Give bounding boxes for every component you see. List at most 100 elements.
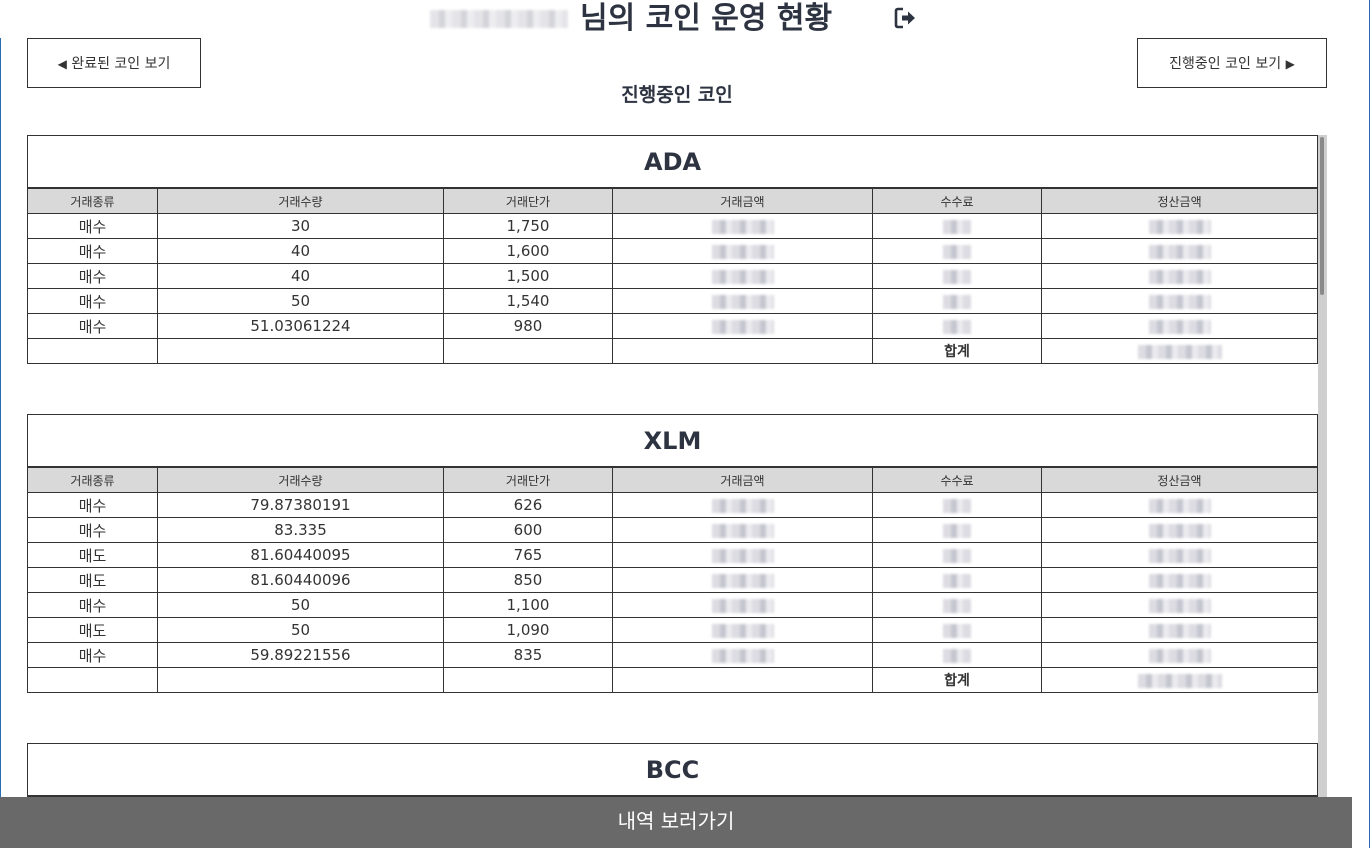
masked-value bbox=[943, 573, 971, 588]
masked-value bbox=[711, 573, 774, 588]
trade-fee bbox=[872, 288, 1042, 314]
empty-cell bbox=[612, 338, 873, 364]
trade-settlement bbox=[1040, 238, 1319, 264]
trade-amount bbox=[612, 517, 873, 543]
column-header: 거래단가 bbox=[443, 466, 613, 493]
masked-value bbox=[711, 548, 774, 563]
view-completed-coins-label: 완료된 코인 보기 bbox=[71, 56, 171, 72]
trade-amount bbox=[612, 313, 873, 339]
masked-value bbox=[1148, 573, 1211, 588]
column-header: 수수료 bbox=[872, 466, 1042, 493]
trade-row: 매수 50 1,540 bbox=[27, 288, 1319, 314]
total-row: 합계 bbox=[27, 667, 1319, 693]
masked-value bbox=[711, 498, 774, 513]
view-ongoing-coins-label: 진행중인 코인 보기 bbox=[1169, 56, 1282, 72]
coin-block: ADA 거래종류 거래수량 거래단가 거래금액 수수료 정산금액 매수 30 1,750 매수 40 1… bbox=[27, 135, 1327, 364]
trade-row: 매도 81.60440095 765 bbox=[27, 542, 1319, 568]
view-ongoing-coins-button[interactable]: 진행중인 코인 보기 ▶ bbox=[1137, 38, 1327, 88]
trade-row: 매도 50 1,090 bbox=[27, 617, 1319, 643]
column-header: 거래종류 bbox=[27, 187, 158, 214]
trade-settlement bbox=[1040, 542, 1319, 568]
trade-row: 매수 50 1,100 bbox=[27, 592, 1319, 618]
trade-price: 980 bbox=[443, 313, 613, 339]
trade-amount bbox=[612, 263, 873, 289]
trade-qty: 81.60440095 bbox=[157, 542, 444, 568]
trade-qty: 59.89221556 bbox=[157, 642, 444, 668]
trade-settlement bbox=[1040, 617, 1319, 643]
trade-fee bbox=[872, 617, 1042, 643]
trade-row: 매수 30 1,750 bbox=[27, 213, 1319, 239]
trade-price: 835 bbox=[443, 642, 613, 668]
trade-settlement bbox=[1040, 567, 1319, 593]
trade-settlement bbox=[1040, 288, 1319, 314]
empty-cell bbox=[27, 338, 158, 364]
total-value bbox=[1040, 667, 1319, 693]
trade-fee bbox=[872, 263, 1042, 289]
trade-type: 매수 bbox=[27, 288, 158, 314]
trade-qty: 40 bbox=[157, 238, 444, 264]
masked-value bbox=[1148, 269, 1211, 284]
coin-block: BCC거래종류거래수량거래단가거래금액수수료정산금액 bbox=[27, 743, 1327, 797]
trade-qty: 50 bbox=[157, 288, 444, 314]
window-left-border bbox=[0, 38, 1, 848]
masked-value bbox=[1148, 219, 1211, 234]
masked-value bbox=[943, 244, 971, 259]
trade-fee bbox=[872, 492, 1042, 518]
masked-value bbox=[1148, 598, 1211, 613]
trade-settlement bbox=[1040, 263, 1319, 289]
trade-row: 매도 81.60440096 850 bbox=[27, 567, 1319, 593]
trade-settlement bbox=[1040, 313, 1319, 339]
column-header: 거래종류 bbox=[27, 466, 158, 493]
trade-type: 매수 bbox=[27, 213, 158, 239]
empty-cell bbox=[443, 667, 613, 693]
masked-value bbox=[943, 498, 971, 513]
column-header: 거래수량 bbox=[157, 466, 444, 493]
trade-price: 1,090 bbox=[443, 617, 613, 643]
coin-name: XLM bbox=[27, 414, 1319, 468]
trade-type: 매수 bbox=[27, 238, 158, 264]
column-header: 거래수량 bbox=[157, 187, 444, 214]
trade-price: 1,100 bbox=[443, 592, 613, 618]
trade-amount bbox=[612, 288, 873, 314]
column-header: 정산금액 bbox=[1040, 187, 1319, 214]
trade-qty: 51.03061224 bbox=[157, 313, 444, 339]
trade-row: 매수 51.03061224 980 bbox=[27, 313, 1319, 339]
view-completed-coins-button[interactable]: ◀ 완료된 코인 보기 bbox=[27, 38, 201, 88]
trade-price: 850 bbox=[443, 567, 613, 593]
trade-amount bbox=[612, 213, 873, 239]
masked-value bbox=[1148, 498, 1211, 513]
coin-table: ADA 거래종류 거래수량 거래단가 거래금액 수수료 정산금액 매수 30 1,750 매수 40 1… bbox=[27, 135, 1319, 364]
trade-qty: 40 bbox=[157, 263, 444, 289]
trade-row: 매수 40 1,500 bbox=[27, 263, 1319, 289]
trade-amount bbox=[612, 238, 873, 264]
masked-value bbox=[943, 623, 971, 638]
column-header: 정산금액 bbox=[1040, 466, 1319, 493]
scrollbar[interactable] bbox=[1318, 135, 1327, 797]
column-header: 거래단가 bbox=[443, 187, 613, 214]
trade-fee bbox=[872, 313, 1042, 339]
trade-row: 매수 79.87380191 626 bbox=[27, 492, 1319, 518]
coin-name: ADA bbox=[27, 135, 1319, 189]
sign-out-icon[interactable] bbox=[894, 6, 918, 30]
trade-fee bbox=[872, 238, 1042, 264]
trade-price: 600 bbox=[443, 517, 613, 543]
masked-value bbox=[943, 523, 971, 538]
coin-name: BCC bbox=[27, 743, 1318, 797]
trade-type: 매수 bbox=[27, 313, 158, 339]
trade-row: 매수 59.89221556 835 bbox=[27, 642, 1319, 668]
trade-qty: 50 bbox=[157, 617, 444, 643]
trade-settlement bbox=[1040, 492, 1319, 518]
coin-list[interactable]: ADA 거래종류 거래수량 거래단가 거래금액 수수료 정산금액 매수 30 1,750 매수 40 1… bbox=[27, 135, 1327, 797]
trade-type: 매수 bbox=[27, 592, 158, 618]
trade-type: 매수 bbox=[27, 492, 158, 518]
empty-cell bbox=[443, 338, 613, 364]
trade-qty: 79.87380191 bbox=[157, 492, 444, 518]
trade-amount bbox=[612, 617, 873, 643]
trade-amount bbox=[612, 567, 873, 593]
column-header: 거래금액 bbox=[612, 187, 873, 214]
view-history-button[interactable]: 내역 보러가기 bbox=[0, 797, 1352, 848]
page-title: 님의 코인 운영 현황 bbox=[580, 1, 833, 36]
scrollbar-thumb[interactable] bbox=[1320, 137, 1324, 295]
trade-fee bbox=[872, 213, 1042, 239]
total-label: 합계 bbox=[872, 667, 1042, 693]
